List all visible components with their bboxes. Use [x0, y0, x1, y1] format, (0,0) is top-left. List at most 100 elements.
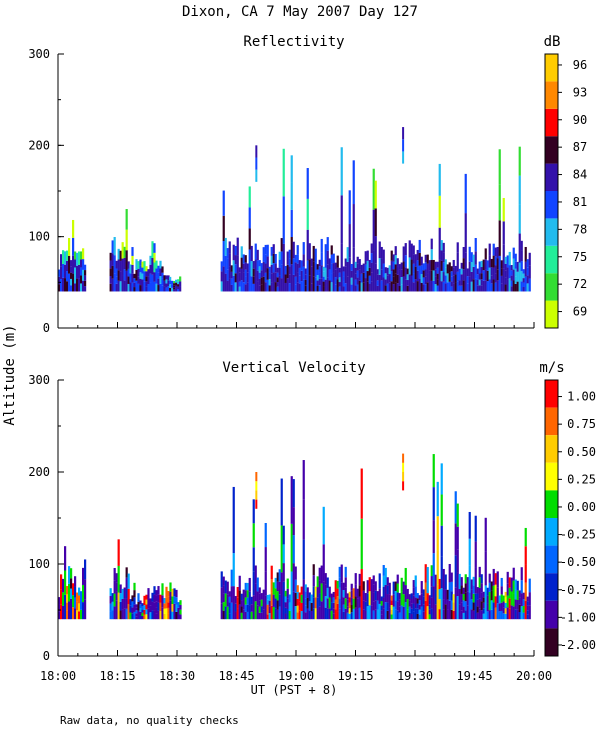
echo-cell [147, 276, 150, 285]
echo-cell [420, 282, 423, 292]
echo-cell [254, 275, 257, 292]
echo-cell [82, 584, 85, 603]
echo-cell [520, 580, 523, 594]
echo-cell [384, 285, 387, 292]
echo-cell [240, 280, 243, 292]
echo-cell [344, 274, 347, 284]
colorbar-tick-label: 69 [573, 305, 587, 319]
echo-cell [528, 252, 531, 266]
echo-cell [74, 283, 77, 292]
echo-cell [438, 609, 441, 620]
echo-cell [384, 602, 387, 620]
echo-cell [74, 259, 77, 268]
echo-cell [278, 569, 281, 582]
echo-cell [436, 285, 439, 292]
echo-cell [258, 600, 261, 607]
echo-cell [406, 268, 409, 275]
echo-cell [506, 255, 509, 268]
echo-cell [498, 603, 501, 612]
echo-cell [440, 240, 443, 251]
echo-cell [494, 573, 497, 585]
echo-cell [165, 275, 168, 280]
echo-cell [470, 281, 473, 292]
echo-cell [236, 586, 239, 598]
echo-cell [129, 605, 132, 613]
echo-cell [284, 602, 287, 608]
echo-cell [288, 594, 291, 603]
echo-cell [159, 594, 162, 603]
echo-cell [326, 577, 329, 588]
echo-cell [514, 589, 517, 600]
echo-cell [117, 259, 120, 271]
echo-cell [175, 589, 178, 598]
echo-cell [456, 549, 459, 573]
echo-cell [149, 605, 152, 613]
echo-cell [177, 284, 180, 287]
echo-cell [376, 609, 379, 620]
echo-cell [66, 281, 69, 292]
echo-cell [324, 244, 327, 257]
echo-cell [117, 280, 120, 292]
echo-cell [444, 259, 447, 268]
echo-cell [270, 592, 273, 606]
echo-cell [84, 599, 87, 620]
echo-cell [304, 584, 307, 592]
echo-cell [436, 550, 439, 585]
echo-cell [163, 608, 166, 614]
echo-cell [476, 612, 479, 620]
echo-cell [466, 577, 469, 592]
echo-cell [396, 274, 399, 284]
echo-cell [460, 610, 463, 620]
echo-cell [167, 280, 170, 287]
echo-cell [456, 261, 459, 272]
colorbar-swatch [545, 163, 558, 191]
colorbar-tick-label: 84 [573, 168, 587, 182]
echo-cell [222, 576, 225, 586]
echo-cell [252, 283, 255, 292]
echo-cell [514, 276, 517, 284]
echo-cell [438, 195, 441, 228]
y-tick-label: 100 [28, 557, 50, 571]
echo-cell [294, 269, 297, 277]
echo-cell [145, 599, 148, 605]
echo-cell [386, 267, 389, 276]
echo-cell [70, 598, 73, 610]
echo-cell [74, 597, 77, 609]
echo-cell [392, 284, 395, 292]
echo-cell [264, 244, 267, 255]
echo-cell [404, 279, 407, 292]
echo-cell [422, 270, 425, 278]
echo-cell [374, 609, 377, 620]
echo-cell [232, 260, 235, 276]
echo-cell [518, 604, 521, 613]
echo-cell [482, 270, 485, 281]
echo-cell [80, 267, 83, 276]
echo-cell [448, 582, 451, 601]
echo-cell [396, 258, 399, 267]
echo-cell [149, 273, 152, 283]
echo-cell [133, 273, 136, 279]
echo-cell [426, 254, 429, 264]
echo-cell [141, 261, 144, 268]
echo-cell [131, 601, 134, 608]
colorbar-tick-label: 0.75 [567, 417, 596, 431]
echo-cell [526, 259, 529, 268]
echo-cell [410, 259, 413, 276]
echo-cell [512, 247, 515, 259]
echo-cell [70, 266, 73, 273]
echo-cell [460, 602, 463, 611]
echo-cell [250, 276, 253, 292]
x-axis: 18:00 18:15 18:30 18:45 19:00 19:15 19:30 19:45… [40, 669, 552, 683]
echo-cell [109, 603, 112, 612]
echo-cell [414, 575, 417, 587]
echo-cell [242, 272, 245, 283]
echo-cell [354, 285, 357, 292]
echo-cell [522, 282, 525, 288]
echo-cell [131, 595, 134, 602]
echo-cell [115, 600, 118, 610]
echo-cell [167, 613, 170, 620]
echo-cell [255, 145, 258, 158]
echo-cell [220, 261, 223, 272]
echo-cell [458, 589, 461, 605]
